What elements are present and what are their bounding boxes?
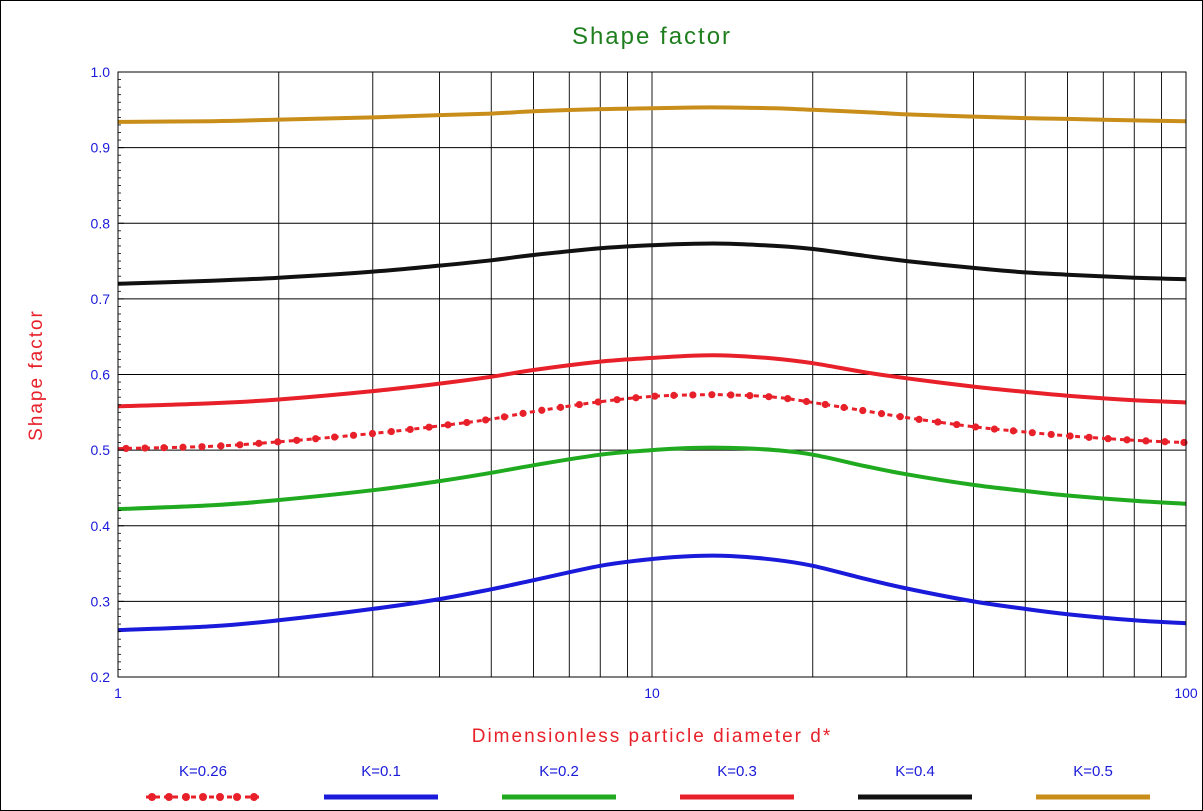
y-tick-label: 0.5 [91, 442, 111, 458]
series-marker-k-0-26 [387, 427, 395, 436]
series-marker-k-0-26 [765, 393, 773, 401]
series-marker-k-0-26 [1028, 429, 1036, 437]
series-line-k-0-26 [117, 393, 1187, 451]
y-tick-label: 0.9 [91, 140, 111, 156]
chart-title: Shape factor [572, 23, 732, 50]
series-marker-k-0-26 [802, 397, 811, 406]
series-marker-k-0-26 [312, 435, 320, 443]
series-marker-k-0-26 [1161, 438, 1169, 446]
x-axis-title: Dimensionless particle diameter d* [472, 726, 833, 747]
series-marker-k-0-26 [594, 398, 602, 406]
series-marker-k-0-26 [556, 403, 565, 411]
series-marker-k-0-26 [689, 391, 697, 399]
series-group [117, 105, 1188, 633]
series-marker-k-0-26 [727, 391, 735, 399]
x-tick-label: 10 [644, 685, 660, 701]
series-marker-k-0-26 [274, 438, 282, 446]
series-line-k-0-2 [117, 445, 1187, 512]
series-marker-k-0-26 [349, 431, 358, 439]
series-marker-k-0-26 [406, 425, 414, 434]
series-marker-k-0-26 [368, 429, 377, 438]
series-marker-k-0-26 [1085, 433, 1093, 441]
y-tick-label: 0.6 [91, 367, 111, 383]
legend-marker-k-0-26 [233, 793, 241, 801]
series-marker-k-0-26 [160, 444, 168, 452]
series-marker-k-0-26 [538, 406, 546, 414]
series-marker-k-0-26 [255, 439, 263, 447]
x-tick-label: 1 [114, 685, 122, 701]
x-tick-label: 100 [1174, 685, 1198, 701]
series-marker-k-0-26 [1142, 437, 1150, 445]
series-marker-k-0-26 [877, 410, 886, 418]
y-tick-label: 0.7 [91, 291, 111, 307]
series-line-k-0-3 [117, 353, 1187, 409]
y-tick-label: 0.8 [91, 215, 111, 231]
legend-label-k-0-3: K=0.3 [717, 763, 757, 780]
legend-label-k-0-1: K=0.1 [361, 763, 401, 780]
series-marker-k-0-26 [425, 423, 433, 431]
legend: K=0.26 K=0.1 K=0.2 K=0.3 K=0.4 K=0.5 [146, 763, 1150, 801]
series-marker-k-0-26 [575, 400, 583, 409]
legend-marker-k-0-26 [182, 793, 190, 801]
series-marker-k-0-26 [236, 441, 244, 449]
series-marker-k-0-26 [953, 420, 961, 429]
series-marker-k-0-26 [651, 392, 659, 400]
series-marker-k-0-26 [971, 423, 980, 431]
legend-label-k-0-2: K=0.2 [539, 763, 579, 780]
series-marker-k-0-26 [840, 403, 848, 412]
legend-marker-k-0-26 [199, 793, 207, 801]
series-marker-k-0-26 [331, 433, 339, 441]
series-marker-k-0-26 [519, 409, 527, 417]
series-marker-k-0-26 [990, 425, 999, 433]
series-marker-k-0-26 [141, 444, 149, 452]
legend-marker-k-0-26 [216, 793, 224, 801]
series-marker-k-0-26 [217, 442, 225, 450]
legend-label-k-0-26: K=0.26 [179, 763, 227, 780]
y-tick-label: 0.4 [91, 518, 111, 534]
series-marker-k-0-26 [613, 396, 621, 404]
series-marker-k-0-26 [708, 391, 716, 399]
legend-marker-k-0-26 [148, 793, 156, 801]
y-tick-label: 0.3 [91, 593, 111, 609]
ticks: 0.2 0.3 0.4 0.5 0.6 0.7 0.8 0.9 1.0 1 10 100 [91, 64, 1198, 701]
series-marker-k-0-26 [293, 436, 301, 444]
series-marker-k-0-26 [1104, 435, 1112, 443]
series-marker-k-0-26 [179, 443, 187, 451]
grid [118, 72, 1186, 677]
series-marker-k-0-26 [463, 418, 471, 427]
series-marker-k-0-26 [500, 413, 508, 421]
series-marker-k-0-26 [1066, 432, 1074, 440]
series-line-k-0-4 [117, 241, 1187, 286]
series-marker-k-0-26 [859, 406, 867, 415]
series-marker-k-0-26 [934, 418, 942, 426]
series-marker-k-0-26 [632, 394, 640, 402]
legend-label-k-0-4: K=0.4 [895, 763, 935, 780]
series-marker-k-0-26 [482, 416, 490, 424]
legend-marker-k-0-26 [165, 793, 173, 801]
series-marker-k-0-26 [746, 391, 754, 400]
series-marker-k-0-26 [1047, 430, 1055, 439]
y-axis-title: Shape factor [26, 309, 47, 441]
series-marker-k-0-26 [122, 444, 130, 453]
legend-marker-k-0-26 [250, 793, 258, 801]
series-marker-k-0-26 [198, 443, 206, 451]
y-tick-label: 0.2 [91, 669, 111, 685]
y-tick-label: 1.0 [91, 64, 111, 80]
series-marker-k-0-26 [896, 413, 904, 421]
series-marker-k-0-26 [670, 391, 678, 399]
series-line-k-0-5 [117, 105, 1187, 124]
series-marker-k-0-26 [1009, 427, 1017, 435]
series-marker-k-0-26 [444, 421, 452, 429]
series-marker-k-0-26 [915, 415, 923, 423]
legend-label-k-0-5: K=0.5 [1073, 763, 1113, 780]
series-line-k-0-1 [117, 553, 1187, 633]
series-marker-k-0-26 [1123, 436, 1131, 444]
series-marker-k-0-26 [821, 400, 829, 409]
series-marker-k-0-26 [784, 395, 792, 403]
